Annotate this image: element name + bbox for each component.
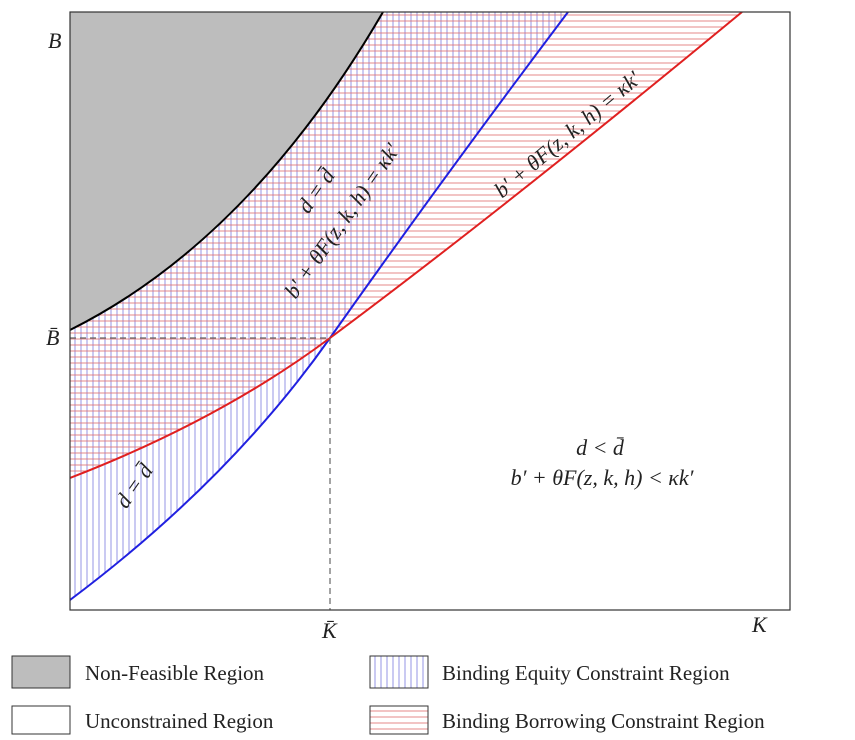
legend-label: Binding Equity Constraint Region xyxy=(442,661,730,685)
nonfeasible-region xyxy=(70,12,383,330)
legend-swatch xyxy=(11,655,71,689)
y-mark: B̄ xyxy=(46,325,59,350)
legend-label: Non-Feasible Region xyxy=(85,661,265,685)
feasibility-curve xyxy=(70,12,384,331)
plot-frame xyxy=(69,11,791,611)
borrowing-curve xyxy=(70,12,743,479)
legend-label: Binding Borrowing Constraint Region xyxy=(442,709,765,733)
x-label: K xyxy=(751,612,768,637)
legend-label: Unconstrained Region xyxy=(85,709,274,733)
region-label: b′ + θF(z, k, h) < κk′ xyxy=(511,465,695,490)
legend-swatch xyxy=(369,655,429,689)
x-mark: K̄ xyxy=(321,618,338,643)
legend-swatch xyxy=(11,705,71,735)
regions xyxy=(70,12,743,601)
y-label: B xyxy=(48,28,61,53)
legend-swatch xyxy=(369,705,429,735)
region-label: d < d̄ xyxy=(576,435,625,460)
